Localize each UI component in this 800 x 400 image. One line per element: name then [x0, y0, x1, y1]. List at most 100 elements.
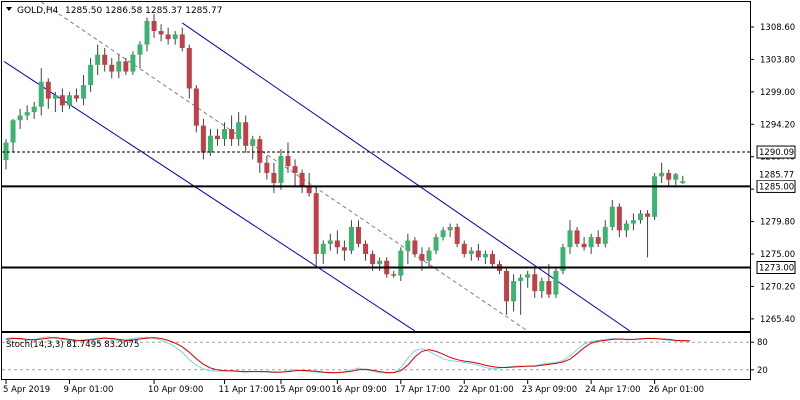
candle-body — [659, 172, 665, 177]
candle — [66, 91, 72, 109]
candle — [165, 27, 171, 45]
candle-body — [172, 34, 178, 40]
candle-body — [193, 88, 199, 126]
candle — [553, 267, 559, 298]
candle-body — [546, 281, 552, 295]
candlestick-series — [3, 14, 686, 315]
stoch-main-line — [5, 336, 690, 374]
candle — [680, 175, 686, 184]
candle — [602, 220, 608, 248]
candle — [172, 31, 178, 45]
candle-body — [461, 243, 467, 254]
candle-body — [45, 81, 51, 99]
candle-body — [24, 112, 30, 116]
candle-body — [257, 139, 263, 163]
candle-body — [116, 61, 122, 72]
candle — [158, 24, 164, 42]
price-tag-label: 1290.09 — [759, 148, 794, 158]
candle-body — [102, 54, 108, 65]
candle-body — [489, 253, 495, 265]
candle — [398, 247, 404, 282]
candle-body — [250, 139, 256, 146]
candle — [130, 51, 136, 75]
time-tick-label: 24 Apr 17:00 — [585, 385, 640, 395]
price-tick-label: 1265.40 — [760, 315, 795, 325]
chart-header: GOLD,H4 1285.50 1286.58 1285.37 1285.77 — [6, 6, 222, 16]
candle — [151, 14, 157, 38]
candle — [673, 172, 679, 186]
candle-body — [144, 20, 150, 45]
candle — [236, 112, 242, 146]
candle — [59, 88, 65, 113]
price-tick-label: 1279.80 — [760, 218, 795, 228]
candle — [95, 44, 101, 75]
candle-body — [264, 162, 270, 173]
candle — [123, 58, 129, 75]
candle — [341, 240, 347, 261]
candle-body — [588, 237, 594, 248]
candle — [38, 68, 44, 116]
candle — [250, 135, 256, 160]
candle-body — [363, 243, 369, 254]
candle — [623, 220, 629, 238]
candle-body — [3, 142, 9, 161]
candle-body — [278, 156, 284, 184]
candle — [200, 118, 206, 160]
candle — [482, 250, 488, 265]
candle-body — [137, 44, 143, 55]
candle-body — [74, 95, 79, 99]
candle — [334, 230, 340, 254]
candle-body — [616, 206, 622, 231]
stoch-signal-line — [5, 337, 690, 374]
candle-body — [595, 237, 601, 244]
candle — [532, 267, 538, 298]
candle-body — [356, 226, 361, 244]
candle — [327, 233, 333, 251]
candle — [405, 233, 411, 265]
candle — [454, 223, 460, 248]
candle-body — [475, 250, 481, 258]
candle — [137, 41, 143, 69]
candle — [320, 240, 326, 265]
candle-body — [348, 226, 354, 251]
candle-body — [95, 54, 101, 65]
candle-body — [440, 230, 446, 238]
candle-body — [405, 240, 411, 251]
candle — [215, 129, 220, 146]
channel-lower-line[interactable] — [3, 61, 416, 331]
time-tick-label: 17 Apr 17:00 — [395, 385, 450, 395]
candle — [74, 88, 79, 102]
price-tag-label: 1273.00 — [759, 263, 794, 273]
candle — [447, 223, 453, 238]
candle-body — [454, 226, 460, 244]
candle — [581, 237, 587, 251]
price-level-tag: 1273.00 — [756, 260, 796, 274]
candle — [426, 247, 432, 268]
candle — [31, 101, 37, 119]
candle — [468, 247, 474, 261]
time-tick-label: 16 Apr 09:00 — [331, 385, 386, 395]
time-tick-label: 15 Apr 09:00 — [275, 385, 330, 395]
candle — [292, 159, 298, 187]
chart-symbol-timeframe: GOLD,H4 — [17, 6, 59, 16]
dropdown-triangle-icon[interactable] — [6, 7, 12, 11]
candle-body — [327, 240, 333, 244]
time-tick-label: 11 Apr 17:00 — [219, 385, 274, 395]
candle-body — [673, 174, 679, 180]
candle — [391, 270, 397, 278]
candle-body — [306, 186, 312, 194]
stoch-tick-label: 80 — [757, 338, 768, 348]
candle — [567, 220, 573, 254]
candle-body — [518, 277, 524, 282]
candle-body — [88, 64, 94, 86]
candle — [45, 78, 51, 109]
candle — [271, 162, 277, 194]
candle-body — [215, 135, 220, 140]
candle — [666, 169, 672, 187]
candle-body — [109, 64, 115, 72]
chart-ohlc-values: 1285.50 1286.58 1285.37 1285.77 — [65, 6, 222, 16]
candle-body — [38, 81, 44, 107]
candle — [433, 233, 439, 254]
candle-body — [680, 181, 686, 184]
